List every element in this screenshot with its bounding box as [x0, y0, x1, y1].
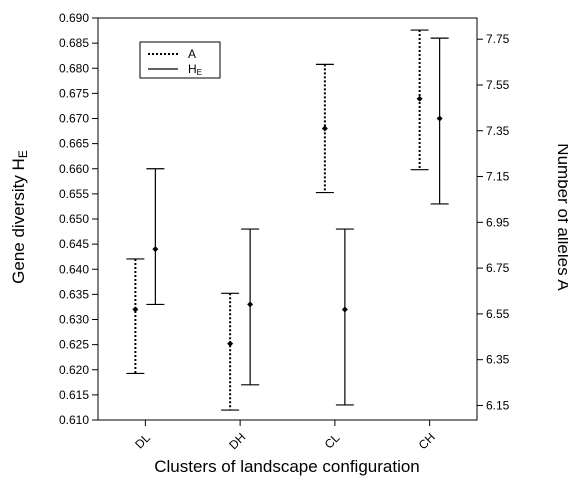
x-axis-tick-label: DH [226, 430, 248, 452]
left-axis-title-main: Gene diversity H [9, 158, 28, 284]
right-axis-tick-label: 6.15 [486, 398, 510, 412]
left-axis-tick-label: 0.655 [59, 187, 89, 201]
left-axis-tick-label: 0.690 [59, 11, 89, 25]
legend: A HE [139, 41, 221, 79]
left-axis-tick-label: 0.615 [59, 388, 89, 402]
series-layer [126, 29, 449, 411]
mean-marker [436, 115, 443, 122]
mean-marker [227, 340, 234, 347]
x-axis: DL DH CL CH [132, 420, 438, 452]
series-a [126, 29, 429, 411]
left-axis: 0.610 0.615 0.620 0.625 0.630 0.635 0.640 0.645… [59, 11, 98, 427]
left-axis-tick-label: 0.635 [59, 287, 89, 301]
legend-label-he-main: H [188, 62, 197, 76]
legend-label-a: A [188, 47, 196, 61]
left-axis-tick-label: 0.670 [59, 112, 89, 126]
left-axis-tick-label: 0.665 [59, 137, 89, 151]
left-axis-tick-label: 0.675 [59, 86, 89, 100]
x-axis-tick-label: CH [416, 430, 438, 452]
mean-marker [341, 306, 348, 313]
left-axis-tick-label: 0.680 [59, 61, 89, 75]
x-axis-tick-label: DL [132, 431, 153, 452]
left-axis-tick-label: 0.610 [59, 413, 89, 427]
right-axis-tick-label: 6.55 [486, 307, 510, 321]
legend-box [139, 41, 221, 79]
left-axis-tick-label: 0.645 [59, 237, 89, 251]
mean-marker [132, 306, 139, 313]
right-axis-tick-label: 6.75 [486, 261, 510, 275]
left-axis-title-sub: E [16, 150, 30, 158]
mean-marker [152, 246, 159, 253]
right-axis-tick-label: 6.35 [486, 353, 510, 367]
right-axis-tick-label: 6.95 [486, 215, 510, 229]
left-axis-tick-label: 0.620 [59, 363, 89, 377]
left-axis-tick-label: 0.660 [59, 162, 89, 176]
right-axis: 6.15 6.35 6.55 6.75 6.95 7.15 7.35 7.55 7.75 [477, 32, 510, 412]
left-axis-title: Gene diversity HE [9, 150, 30, 284]
legend-label-he-sub: E [197, 68, 202, 77]
mean-marker [416, 95, 423, 102]
mean-marker [321, 125, 328, 132]
legend-label-he: HE [188, 62, 202, 77]
right-axis-tick-label: 7.55 [486, 78, 510, 92]
mean-marker [247, 301, 254, 308]
right-axis-tick-label: 7.15 [486, 170, 510, 184]
left-axis-tick-label: 0.625 [59, 338, 89, 352]
right-axis-title: Number of alleles A [554, 143, 568, 291]
right-axis-tick-label: 7.35 [486, 124, 510, 138]
left-axis-tick-label: 0.685 [59, 36, 89, 50]
right-axis-tick-label: 7.75 [486, 32, 510, 46]
left-axis-tick-label: 0.650 [59, 212, 89, 226]
x-axis-tick-label: CL [322, 431, 343, 452]
left-axis-tick-label: 0.640 [59, 262, 89, 276]
x-axis-title: Clusters of landscape configuration [154, 457, 420, 476]
series-he [146, 37, 449, 406]
left-axis-tick-label: 0.630 [59, 313, 89, 327]
